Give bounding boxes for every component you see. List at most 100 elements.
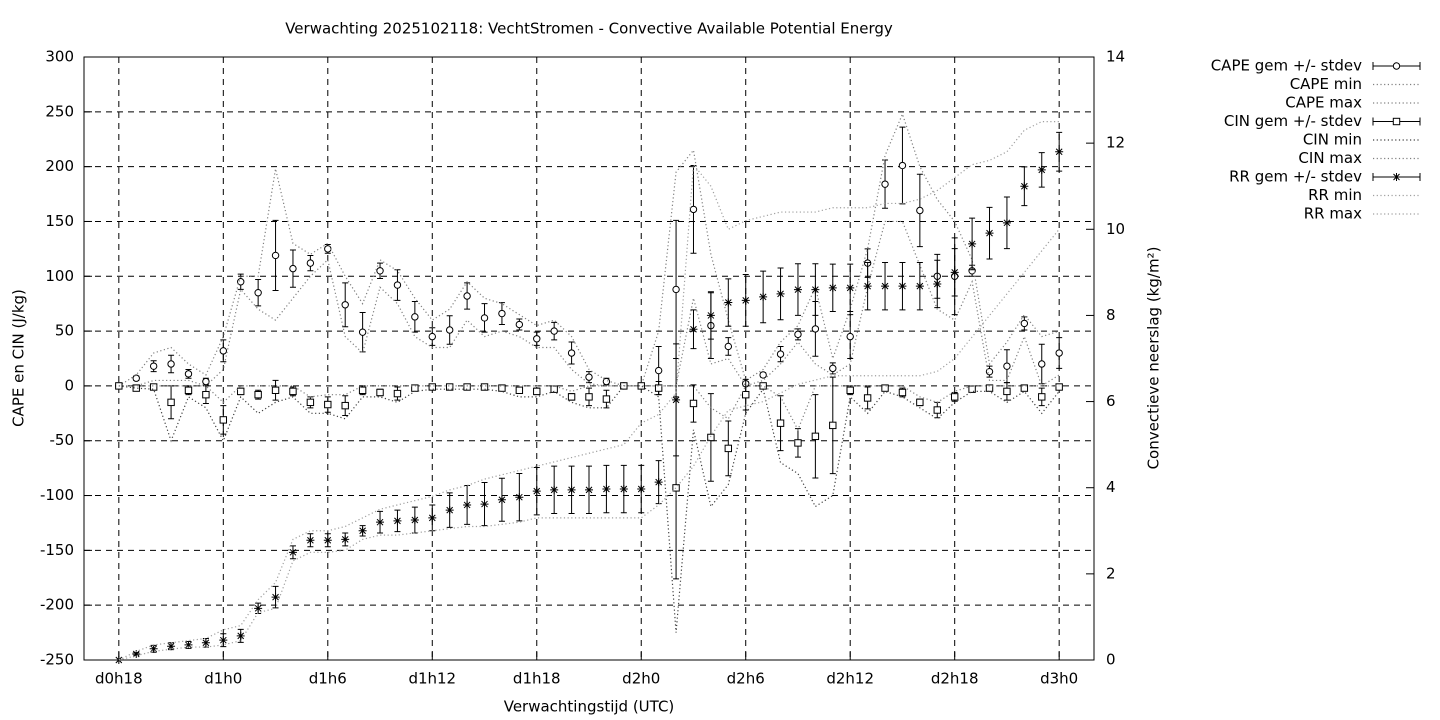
series-line (118, 220, 1060, 387)
marker-square (950, 393, 959, 401)
marker-circle (1020, 319, 1029, 328)
marker-star (201, 638, 210, 647)
marker-star (811, 285, 820, 294)
legend-label: CAPE max (1285, 94, 1362, 112)
y-tick-label: -100 (40, 486, 74, 504)
marker-star (480, 500, 489, 509)
y2-tick-label: 14 (1106, 48, 1125, 66)
marker-square (742, 390, 750, 399)
marker-star (515, 493, 524, 502)
y-tick-label: 0 (64, 376, 74, 394)
x-tick-label: d2h12 (826, 670, 874, 688)
y-tick-label: 200 (45, 157, 74, 175)
marker-circle (794, 330, 802, 339)
marker-circle (428, 332, 436, 341)
marker-circle (219, 347, 228, 355)
marker-star (637, 485, 646, 494)
marker-star (184, 640, 193, 649)
marker-square (411, 384, 419, 392)
marker-square (1003, 387, 1011, 396)
marker-star (393, 516, 402, 525)
marker-star (706, 311, 715, 320)
marker-circle (1055, 349, 1063, 357)
marker-circle (881, 180, 889, 188)
marker-circle (567, 349, 576, 357)
x-tick-label: d0h18 (95, 670, 143, 688)
marker-square (811, 432, 820, 441)
y-tick-label: 100 (45, 267, 74, 285)
marker-star (306, 536, 315, 545)
marker-circle (846, 332, 854, 341)
marker-circle (602, 377, 611, 386)
marker-circle (776, 350, 785, 358)
marker-circle (811, 325, 820, 333)
y-tick-label: 150 (45, 212, 74, 230)
marker-circle (1392, 62, 1401, 70)
marker-star (602, 485, 611, 494)
marker-star (358, 526, 367, 535)
marker-circle (498, 309, 506, 318)
marker-star (445, 506, 454, 515)
marker-star (881, 282, 890, 291)
y-tick-label: 300 (45, 48, 74, 66)
marker-square (237, 387, 245, 396)
marker-circle (358, 328, 367, 336)
marker-star (828, 283, 837, 292)
marker-star (1020, 182, 1029, 191)
marker-square (132, 384, 140, 392)
marker-square (585, 393, 593, 401)
marker-star (341, 535, 350, 544)
marker-star (793, 285, 802, 294)
legend-label: CIN max (1298, 149, 1362, 167)
marker-circle (271, 251, 280, 260)
marker-square (202, 390, 210, 399)
marker-star (585, 485, 593, 494)
marker-circle (202, 377, 210, 386)
marker-square (515, 386, 524, 394)
marker-square (533, 387, 541, 396)
marker-square (463, 383, 471, 391)
y2-tick-label: 2 (1106, 564, 1116, 582)
marker-square (916, 398, 924, 407)
marker-star (132, 649, 141, 658)
y2-axis-label: Convectieve neerslag (kg/m²) (1145, 247, 1163, 470)
x-tick-label: d1h6 (309, 670, 347, 688)
marker-square (341, 401, 349, 410)
marker-circle (724, 342, 733, 351)
legend-label: RR gem +/- stdev (1229, 168, 1362, 186)
marker-circle (898, 161, 907, 170)
marker-square (498, 384, 506, 392)
y-tick-label: 50 (55, 322, 74, 340)
marker-square (672, 484, 680, 492)
marker-star (846, 283, 855, 292)
marker-square (654, 384, 663, 392)
marker-star (428, 513, 437, 522)
marker-circle (463, 292, 471, 300)
marker-square (863, 394, 872, 402)
marker-square (428, 383, 436, 391)
marker-square (376, 388, 384, 397)
marker-circle (689, 205, 698, 214)
marker-square (794, 439, 802, 447)
marker-square (324, 400, 332, 409)
marker-circle (341, 301, 349, 309)
marker-circle (376, 267, 384, 275)
marker-circle (1038, 360, 1046, 368)
marker-square (707, 433, 715, 442)
y-tick-label: -50 (50, 431, 75, 449)
marker-square (602, 395, 611, 403)
x-tick-label: d1h18 (513, 670, 561, 688)
marker-circle (445, 326, 454, 334)
marker-star (898, 282, 907, 291)
marker-circle (759, 371, 767, 379)
y2-tick-label: 0 (1106, 651, 1116, 669)
marker-circle (515, 320, 524, 329)
legend-label: RR min (1308, 186, 1362, 204)
marker-square (776, 419, 785, 427)
marker-star (1392, 173, 1401, 181)
x-tick-label: d2h0 (622, 670, 660, 688)
marker-square (1020, 384, 1029, 392)
x-tick-label: d2h18 (931, 670, 979, 688)
marker-star (985, 229, 994, 238)
marker-star (532, 487, 541, 496)
